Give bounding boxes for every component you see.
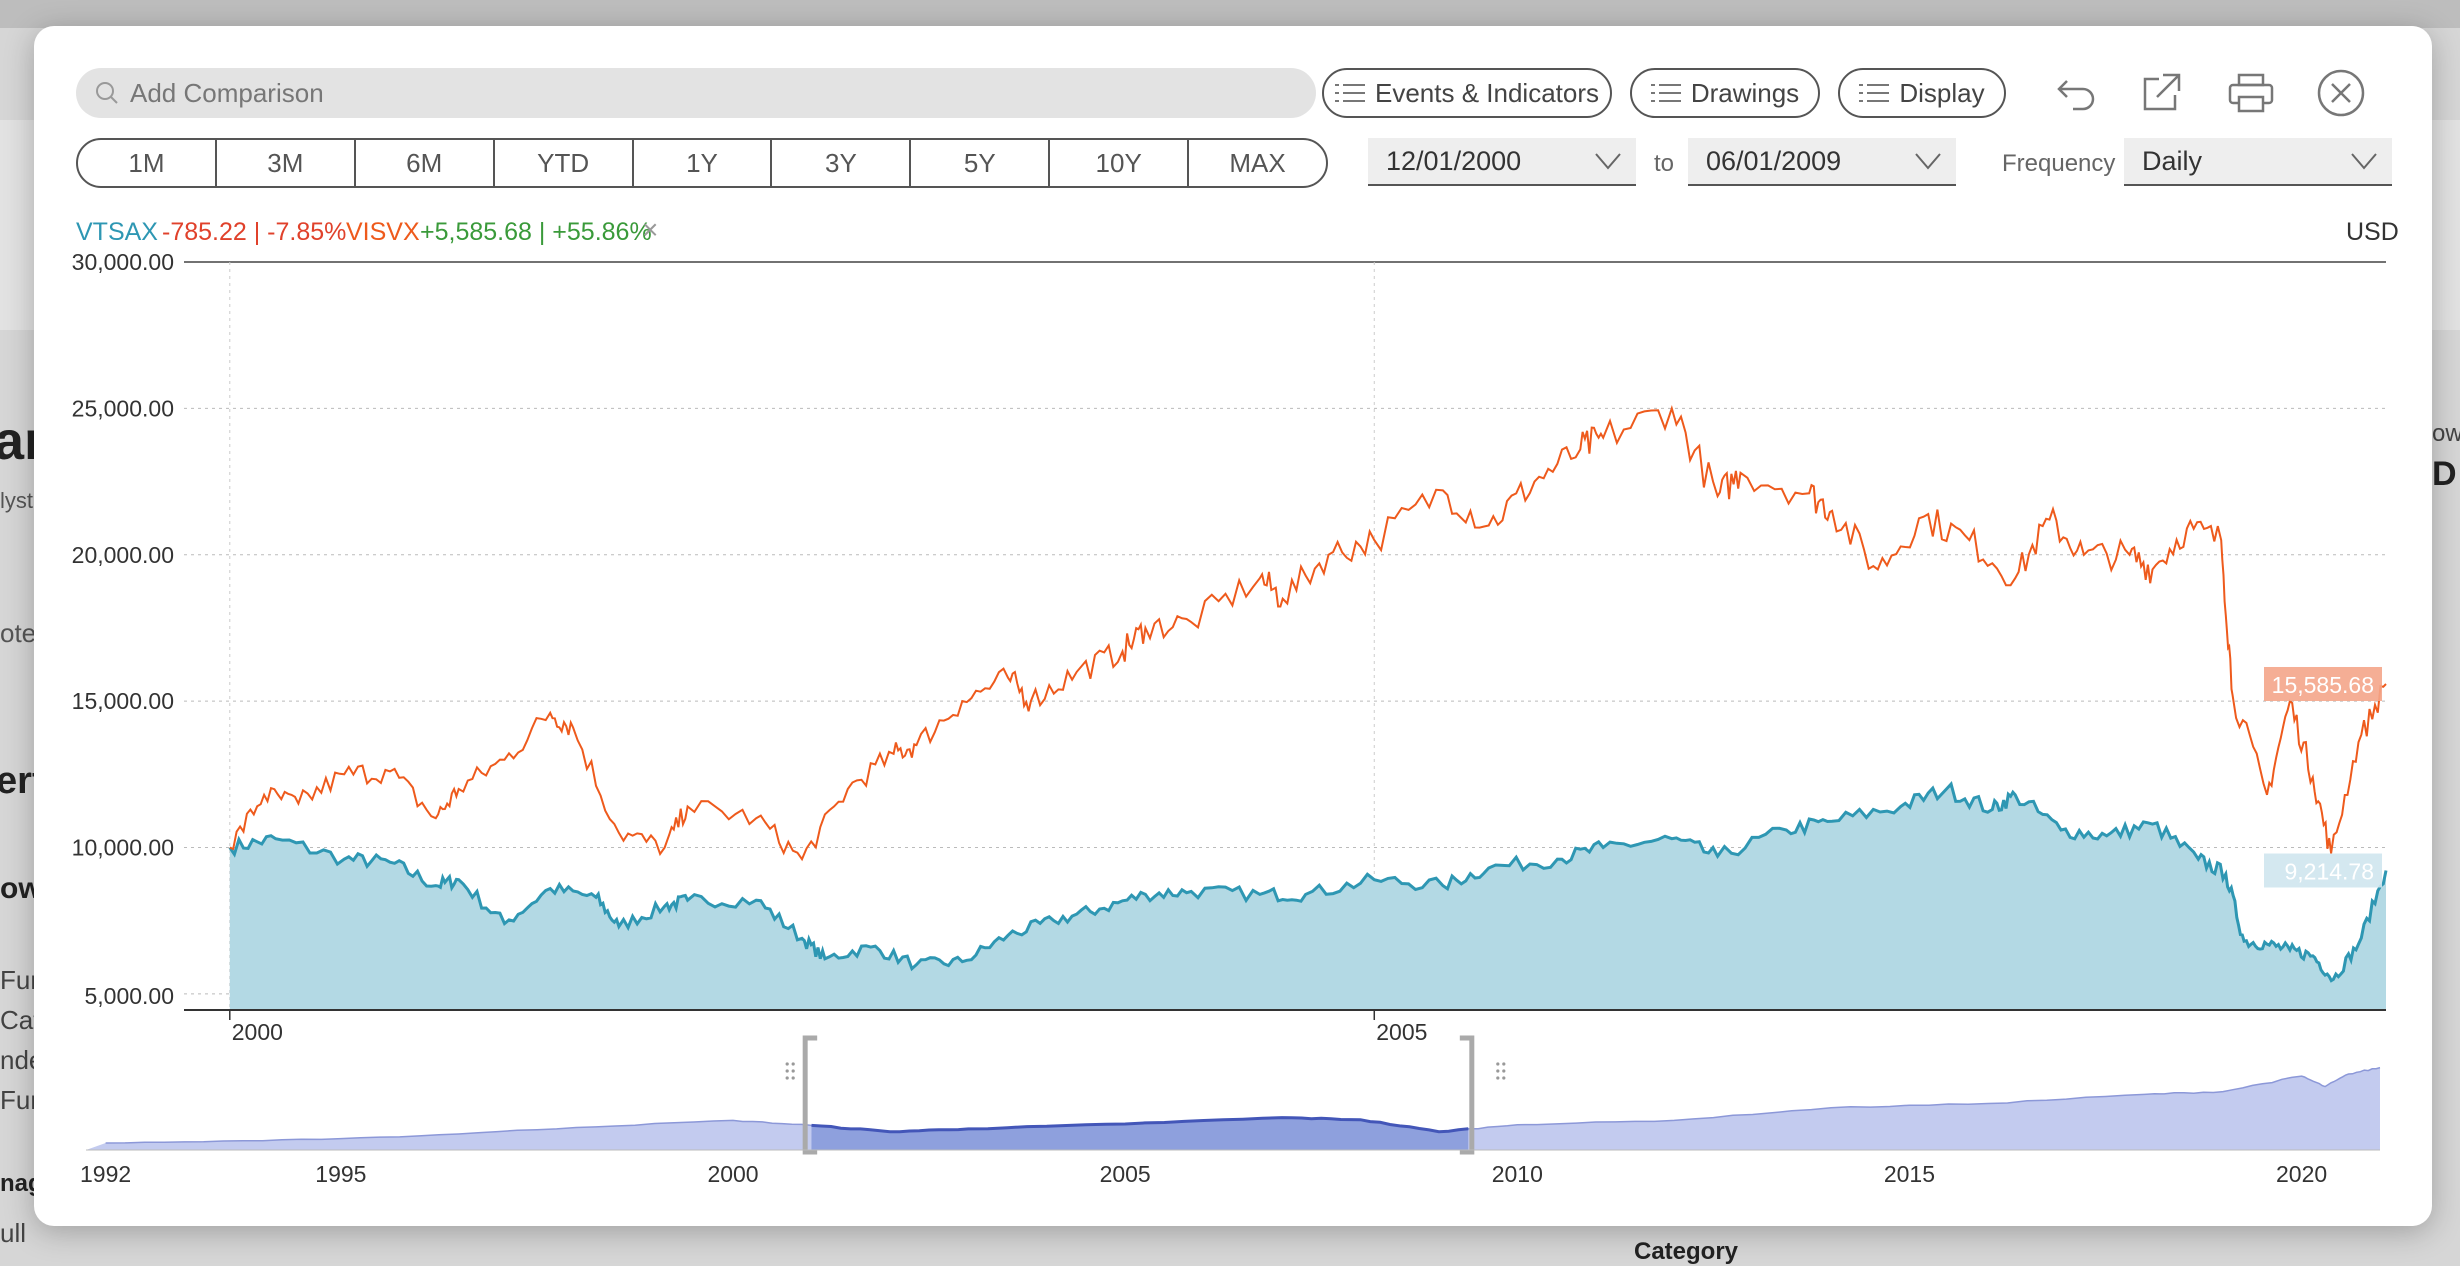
navigator-area [86, 1067, 2380, 1150]
range-3y-button[interactable]: 3Y [772, 140, 912, 186]
popout-button[interactable] [2134, 66, 2188, 120]
undo-icon [2057, 80, 2095, 111]
range-max-button[interactable]: MAX [1229, 147, 1286, 178]
x-tick-label: 2000 [232, 1019, 283, 1045]
frequency-label: Frequency [2002, 150, 2116, 177]
start-date-select[interactable]: 12/01/2000 [1368, 138, 1636, 186]
visvx-end-value-label: 15,585.68 [2272, 672, 2374, 698]
y-tick-label: 25,000.00 [72, 395, 174, 421]
visvx-end-value-label-bg [2264, 666, 2382, 701]
grip-icon [1502, 1069, 1506, 1073]
grip-icon [791, 1062, 795, 1066]
external-link-icon [2143, 73, 2181, 111]
grip-icon [785, 1062, 789, 1066]
y-tick-label: 20,000.00 [72, 542, 174, 568]
list-icon [1650, 84, 1681, 102]
background-text-fragment: ote [0, 618, 37, 648]
add-comparison-search[interactable] [76, 68, 1316, 118]
vtsax-series-line [228, 780, 2388, 983]
x-tick-label: 2005 [1376, 1019, 1427, 1045]
y-tick-label: 5,000.00 [84, 983, 174, 1009]
range-ytd-button[interactable]: YTD [495, 140, 634, 186]
navigator-tick-label: 1995 [315, 1161, 366, 1187]
range-5y-button[interactable]: 5Y [911, 140, 1051, 186]
grip-icon [785, 1069, 789, 1073]
chevron-down-icon [1915, 153, 1941, 170]
navigator-tick-label: 2005 [1100, 1161, 1151, 1187]
background-text-fragment: ull [0, 1218, 27, 1248]
background-text-fragment: ow [2432, 420, 2460, 447]
vtsax-end-value-label: 9,214.78 [2284, 859, 2374, 885]
background-text-fragment: Category [1634, 1238, 1739, 1265]
navigator-left-handle[interactable] [802, 1035, 818, 1155]
range-1m-button[interactable]: 1M [78, 140, 217, 186]
grip-icon [791, 1069, 795, 1073]
grip-icon [1496, 1069, 1500, 1073]
frequency-select[interactable]: Daily [2124, 138, 2392, 186]
chevron-down-icon [1595, 153, 1621, 170]
print-icon [2228, 73, 2274, 113]
vtsax-area [229, 784, 2387, 1010]
events-indicators-button[interactable]: Events & Indicators [1322, 68, 1612, 118]
grip-icon [1496, 1062, 1500, 1066]
time-range-selector: 1M 3M 6M YTD 1Y 3Y 5Y 10Y MAX [76, 138, 1328, 188]
legend-vtsax-name: VTSAX [76, 218, 158, 246]
background-text-fragment: D [2432, 455, 2457, 493]
close-icon [2317, 69, 2365, 117]
y-tick-label: 15,000.00 [72, 688, 174, 714]
drawings-button[interactable]: Drawings [1630, 68, 1820, 118]
chart-modal: Events & Indicators Drawings Display 1M … [34, 26, 2432, 1226]
display-label: Display [1899, 77, 1985, 108]
range-6m-button[interactable]: 6M [356, 140, 495, 186]
undo-button[interactable] [2050, 66, 2104, 120]
navigator-tick-label: 2010 [1492, 1161, 1543, 1187]
list-icon [1335, 84, 1365, 102]
grip-icon [1496, 1076, 1500, 1080]
vtsax-end-value-label-bg [2264, 853, 2382, 888]
list-icon [1859, 84, 1890, 102]
events-indicators-label: Events & Indicators [1375, 77, 1599, 108]
range-3m-button[interactable]: 3M [217, 140, 356, 186]
navigator-tick-label: 2015 [1884, 1161, 1935, 1187]
navigator-selected-line [811, 1116, 1469, 1134]
frequency-value: Daily [2142, 145, 2203, 176]
price-chart[interactable]: 30,000.00 25,000.00 20,000.00 15,000.00 10,0… [34, 26, 2432, 1226]
end-date-value: 06/01/2009 [1706, 145, 1842, 176]
grip-icon [1502, 1076, 1506, 1080]
to-label: to [1654, 150, 1675, 177]
y-tick-label: 30,000.00 [72, 249, 174, 275]
remove-comparison-button[interactable]: × [642, 214, 659, 245]
navigator-selected-area [811, 1117, 1469, 1150]
range-1y-button[interactable]: 1Y [634, 140, 773, 186]
navigator-tick-label: 1992 [80, 1161, 131, 1187]
display-button[interactable]: Display [1838, 68, 2006, 118]
navigator-right-handle[interactable] [1459, 1035, 1475, 1155]
search-icon [96, 82, 118, 104]
range-10y-button[interactable]: 10Y [1050, 140, 1190, 186]
background-top-bar [0, 0, 2460, 28]
chevron-down-icon [2351, 153, 2377, 170]
end-date-select[interactable]: 06/01/2009 [1688, 138, 1956, 186]
legend-visvx-name: VISVX [346, 218, 420, 246]
close-button[interactable] [2314, 66, 2368, 120]
grip-icon [1502, 1062, 1506, 1066]
background-text-fragment: Cat [0, 1005, 41, 1035]
legend-vtsax-change: -785.22 | -7.85% [162, 218, 347, 246]
background-text-fragment: lyst [0, 488, 33, 513]
y-tick-label: 10,000.00 [72, 835, 174, 861]
visvx-series-line [229, 405, 2387, 862]
legend-visvx-change: +5,585.68 | +55.86% [420, 218, 652, 246]
drawings-label: Drawings [1690, 77, 1800, 108]
navigator-tick-label: 2020 [2276, 1161, 2327, 1187]
search-input[interactable] [128, 76, 1232, 110]
grip-icon [791, 1076, 795, 1080]
navigator-tick-label: 2000 [707, 1161, 758, 1187]
currency-label: USD [2346, 218, 2399, 246]
grip-icon [785, 1076, 789, 1080]
print-button[interactable] [2224, 66, 2278, 120]
start-date-value: 12/01/2000 [1386, 145, 1522, 176]
